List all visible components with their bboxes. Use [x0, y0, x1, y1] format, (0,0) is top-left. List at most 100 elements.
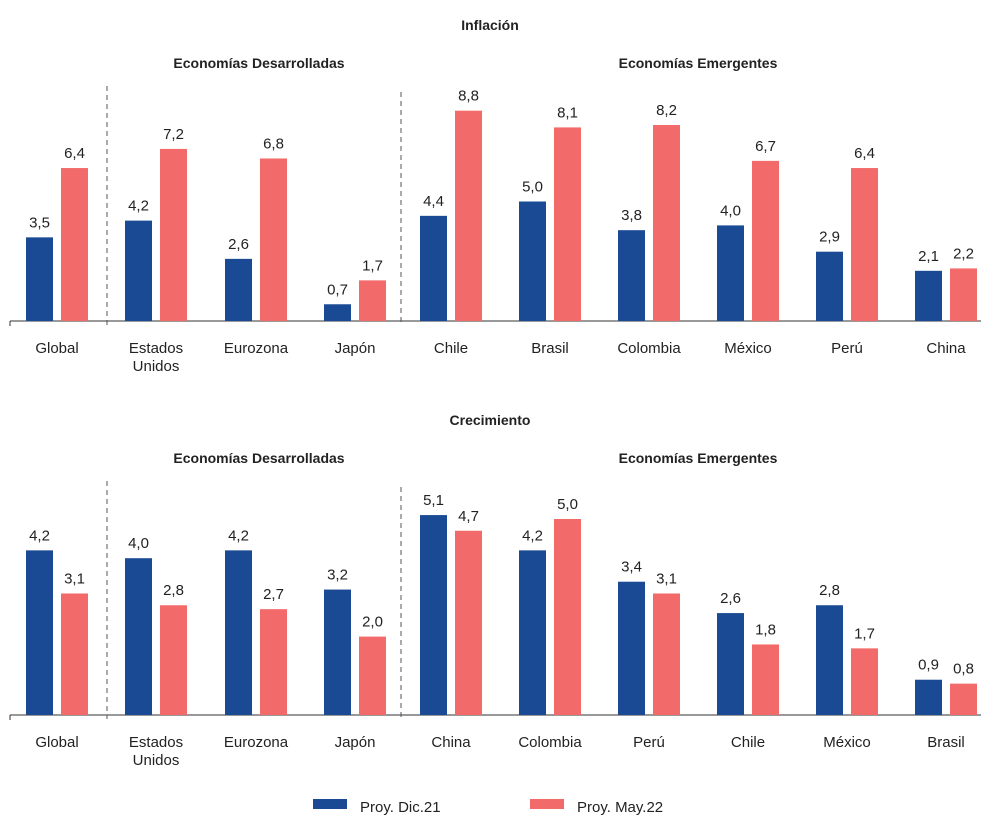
inflation-bar-may22-brasil — [554, 127, 581, 321]
inflation-value-label-may22-mexico: 6,7 — [755, 138, 776, 155]
inflation-bar-may22-china — [950, 268, 977, 321]
inflation-bar-dic21-peru — [816, 251, 843, 321]
legend-swatch-may22 — [530, 799, 564, 809]
growth-bar-may22-colombia — [554, 519, 581, 715]
growth-value-label-may22-china: 4,7 — [458, 508, 479, 525]
growth-value-label-may22-eurozona: 2,7 — [263, 586, 284, 603]
inflation-value-label-dic21-global: 3,5 — [29, 214, 50, 231]
growth-category-label-china: China — [431, 734, 471, 751]
growth-value-label-may22-global: 3,1 — [64, 570, 85, 587]
inflation-value-label-dic21-colombia: 3,8 — [621, 207, 642, 224]
growth-value-label-may22-chile: 1,8 — [755, 621, 776, 638]
inflation-emerging-group-label: Economías Emergentes — [619, 55, 778, 71]
growth-category-label-peru: Perú — [633, 734, 665, 751]
inflation-bar-may22-eurozona — [260, 158, 287, 321]
growth-bar-dic21-colombia — [519, 550, 546, 715]
growth-category-label-eurozona: Eurozona — [224, 734, 289, 751]
inflation-value-label-may22-chile: 8,8 — [458, 88, 479, 105]
growth-value-label-dic21-japon: 3,2 — [327, 567, 348, 584]
inflation-value-label-may22-peru: 6,4 — [854, 145, 875, 162]
growth-category-label-colombia: Colombia — [518, 734, 582, 751]
growth-bar-dic21-brasil — [915, 679, 942, 715]
growth-bar-may22-estados-unidos — [160, 605, 187, 715]
growth-value-label-dic21-colombia: 4,2 — [522, 527, 543, 544]
growth-value-label-dic21-eurozona: 4,2 — [228, 527, 249, 544]
growth-value-label-may22-peru: 3,1 — [656, 570, 677, 587]
inflation-value-label-may22-china: 2,2 — [953, 245, 974, 262]
growth-category-label-japon: Japón — [335, 734, 376, 751]
growth-bar-dic21-mexico — [816, 605, 843, 715]
inflation-bar-dic21-estados-unidos — [125, 220, 152, 321]
growth-bar-dic21-estados-unidos — [125, 558, 152, 715]
inflation-category-label-estados-unidos-line2: Unidos — [133, 358, 180, 375]
inflation-category-label-japon: Japón — [335, 340, 376, 357]
inflation-bar-may22-estados-unidos — [160, 148, 187, 321]
inflation-panel: Inflación Economías Desarrolladas Econom… — [9, 17, 981, 375]
inflation-bar-dic21-china — [915, 270, 942, 321]
growth-bar-dic21-peru — [618, 581, 645, 715]
growth-value-label-dic21-global: 4,2 — [29, 527, 50, 544]
inflation-bar-may22-japon — [359, 280, 386, 321]
inflation-bar-may22-colombia — [653, 125, 680, 322]
growth-bar-may22-china — [455, 530, 482, 715]
inflation-bar-may22-chile — [455, 110, 482, 322]
growth-bar-may22-global — [61, 593, 88, 715]
inflation-category-label-colombia: Colombia — [617, 340, 681, 357]
inflation-bar-dic21-global — [26, 237, 53, 321]
growth-value-label-dic21-mexico: 2,8 — [819, 582, 840, 599]
growth-value-label-dic21-brasil: 0,9 — [918, 657, 939, 674]
growth-category-label-estados-unidos-line2: Unidos — [133, 752, 180, 769]
growth-value-label-dic21-peru: 3,4 — [621, 559, 642, 576]
inflation-value-label-dic21-chile: 4,4 — [423, 193, 444, 210]
inflation-category-label-china: China — [926, 340, 966, 357]
growth-value-label-may22-estados-unidos: 2,8 — [163, 582, 184, 599]
inflation-category-label-brasil: Brasil — [531, 340, 569, 357]
growth-bar-dic21-chile — [717, 613, 744, 715]
inflation-category-label-global: Global — [35, 340, 78, 357]
inflation-value-label-may22-eurozona: 6,8 — [263, 135, 284, 152]
growth-bar-may22-japon — [359, 636, 386, 715]
growth-developed-group-label: Economías Desarrolladas — [173, 450, 344, 466]
growth-bar-dic21-global — [26, 550, 53, 715]
growth-value-label-may22-colombia: 5,0 — [557, 496, 578, 513]
inflation-category-label-mexico: México — [724, 340, 772, 357]
inflation-value-label-may22-global: 6,4 — [64, 145, 85, 162]
inflation-category-label-peru: Perú — [831, 340, 863, 357]
inflation-developed-group-label: Economías Desarrolladas — [173, 55, 344, 71]
growth-value-label-may22-brasil: 0,8 — [953, 661, 974, 678]
inflation-bar-dic21-mexico — [717, 225, 744, 321]
inflation-category-label-chile: Chile — [434, 340, 468, 357]
inflation-category-label-estados-unidos-line1: Estados — [129, 340, 183, 357]
growth-bar-may22-mexico — [851, 648, 878, 715]
inflation-value-label-dic21-eurozona: 2,6 — [228, 236, 249, 253]
inflation-bar-dic21-colombia — [618, 230, 645, 321]
growth-value-label-may22-mexico: 1,7 — [854, 625, 875, 642]
growth-value-label-dic21-chile: 2,6 — [720, 590, 741, 607]
inflation-bar-dic21-brasil — [519, 201, 546, 321]
growth-value-label-dic21-estados-unidos: 4,0 — [128, 535, 149, 552]
inflation-bar-dic21-eurozona — [225, 258, 252, 321]
inflation-value-label-dic21-china: 2,1 — [918, 248, 939, 265]
inflation-value-label-dic21-peru: 2,9 — [819, 229, 840, 246]
legend-label-may22: Proy. May.22 — [577, 799, 663, 815]
growth-category-label-global: Global — [35, 734, 78, 751]
inflation-bar-dic21-japon — [324, 304, 351, 321]
inflation-value-label-may22-brasil: 8,1 — [557, 104, 578, 121]
growth-category-label-mexico: México — [823, 734, 871, 751]
inflation-category-label-eurozona: Eurozona — [224, 340, 289, 357]
inflation-value-label-dic21-estados-unidos: 4,2 — [128, 198, 149, 215]
inflation-bar-may22-peru — [851, 168, 878, 321]
inflation-value-label-may22-japon: 1,7 — [362, 257, 383, 274]
growth-bar-may22-eurozona — [260, 609, 287, 715]
growth-bar-may22-peru — [653, 593, 680, 715]
growth-bar-dic21-eurozona — [225, 550, 252, 715]
growth-bar-dic21-china — [420, 515, 447, 715]
inflation-title: Inflación — [461, 17, 519, 33]
growth-bar-may22-chile — [752, 644, 779, 715]
growth-value-label-may22-japon: 2,0 — [362, 614, 383, 631]
legend-label-dic21: Proy. Dic.21 — [360, 799, 441, 815]
